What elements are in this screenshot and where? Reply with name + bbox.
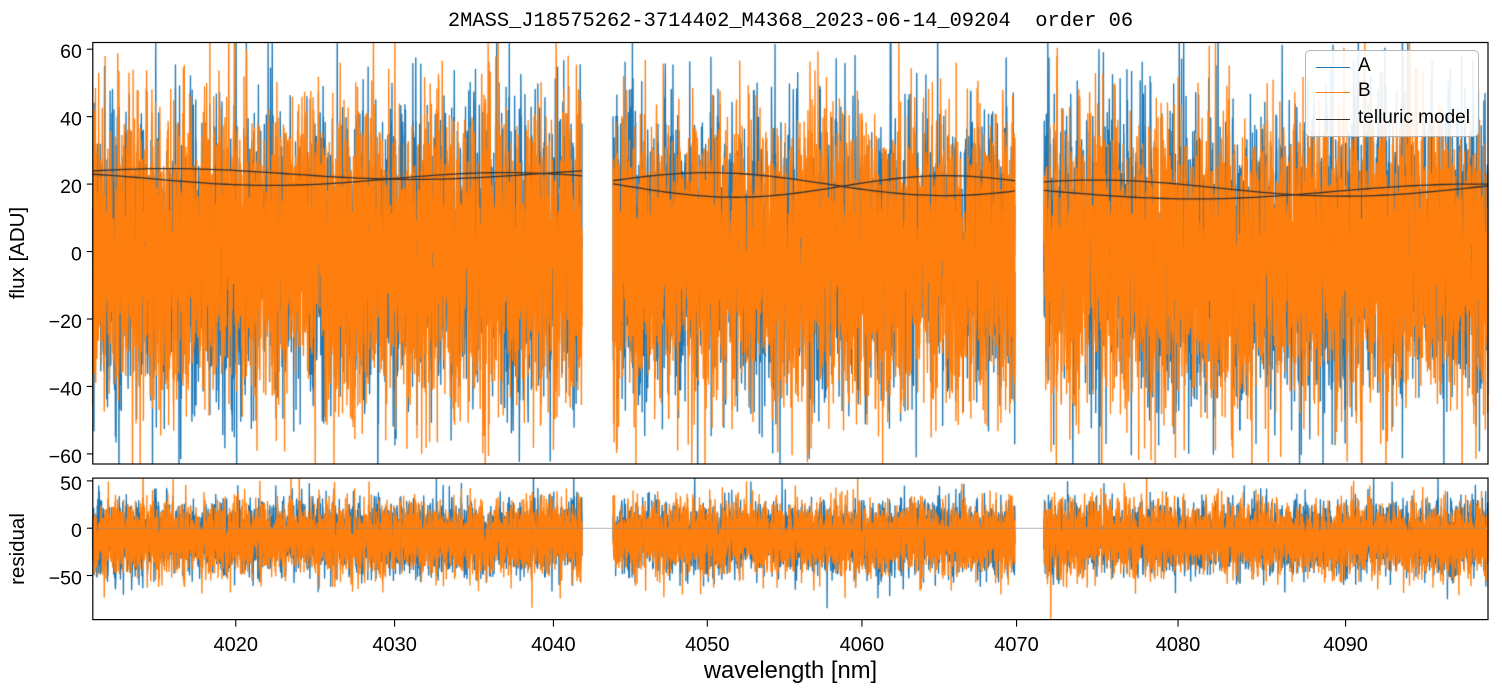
svg-text:4030: 4030 [372, 634, 417, 656]
svg-text:−50: −50 [49, 568, 82, 590]
svg-text:−20: −20 [49, 311, 82, 333]
svg-text:−60: −60 [49, 446, 82, 468]
svg-text:60: 60 [60, 41, 82, 63]
svg-text:4020: 4020 [213, 634, 258, 656]
svg-text:50: 50 [60, 473, 82, 495]
svg-text:0: 0 [71, 244, 82, 266]
svg-text:20: 20 [60, 176, 82, 198]
svg-text:4080: 4080 [1156, 634, 1201, 656]
svg-text:4050: 4050 [685, 634, 730, 656]
svg-text:4090: 4090 [1323, 634, 1368, 656]
svg-text:4070: 4070 [994, 634, 1039, 656]
svg-text:4040: 4040 [531, 634, 576, 656]
svg-text:0: 0 [71, 520, 82, 542]
svg-text:−40: −40 [49, 378, 82, 400]
svg-text:4060: 4060 [840, 634, 885, 656]
svg-text:40: 40 [60, 109, 82, 131]
